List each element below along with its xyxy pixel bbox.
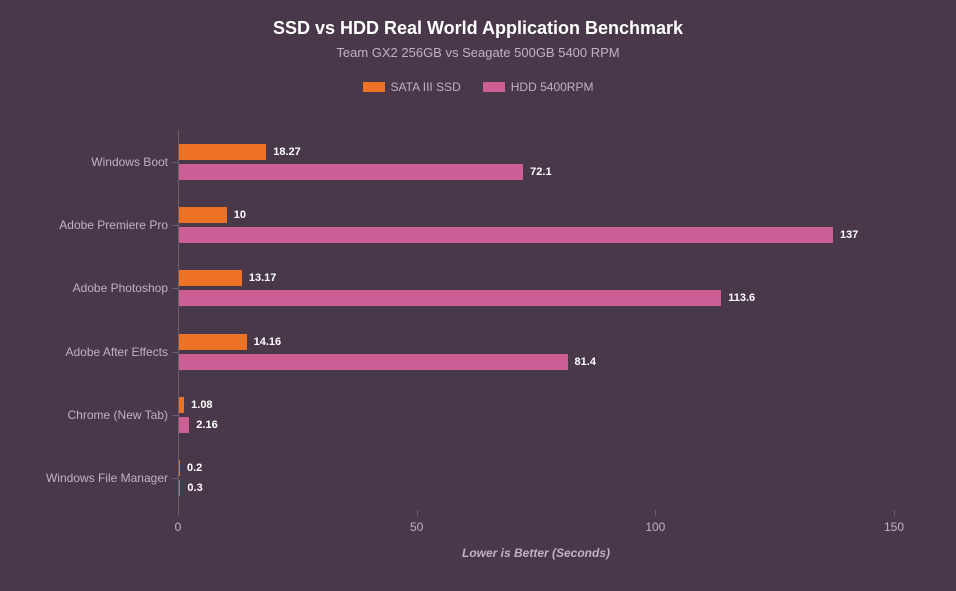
y-tick <box>172 415 178 416</box>
bar <box>179 334 247 350</box>
bar <box>179 270 242 286</box>
y-tick <box>172 225 178 226</box>
legend: SATA III SSD HDD 5400RPM <box>0 60 956 94</box>
x-tick <box>178 510 179 516</box>
y-axis <box>178 130 179 510</box>
x-tick-label: 0 <box>175 520 182 534</box>
bar-value-label: 0.3 <box>187 482 202 494</box>
bar-value-label: 72.1 <box>530 166 551 178</box>
y-tick <box>172 478 178 479</box>
bar <box>179 164 523 180</box>
legend-label-ssd: SATA III SSD <box>391 80 461 94</box>
bar-value-label: 113.6 <box>728 292 755 304</box>
bar <box>179 460 180 476</box>
bar <box>179 354 568 370</box>
y-tick <box>172 162 178 163</box>
bar-value-label: 2.16 <box>196 419 217 431</box>
category-label: Chrome (New Tab) <box>68 408 168 422</box>
category-label: Windows Boot <box>91 155 168 169</box>
legend-label-hdd: HDD 5400RPM <box>511 80 594 94</box>
y-tick <box>172 288 178 289</box>
legend-swatch-ssd <box>363 82 385 92</box>
bar <box>179 417 189 433</box>
bar <box>179 290 721 306</box>
x-tick-label: 50 <box>410 520 423 534</box>
chart-subtitle: Team GX2 256GB vs Seagate 500GB 5400 RPM <box>0 39 956 60</box>
bar-value-label: 137 <box>840 229 858 241</box>
y-tick <box>172 352 178 353</box>
category-label: Adobe Premiere Pro <box>59 218 168 232</box>
x-tick-label: 100 <box>645 520 665 534</box>
category-label: Adobe After Effects <box>65 345 168 359</box>
x-tick-label: 150 <box>884 520 904 534</box>
x-tick <box>894 510 895 516</box>
bar <box>179 227 833 243</box>
chart-title: SSD vs HDD Real World Application Benchm… <box>0 0 956 39</box>
category-label: Windows File Manager <box>46 471 168 485</box>
bar-value-label: 1.08 <box>191 399 212 411</box>
x-tick <box>417 510 418 516</box>
bar-value-label: 18.27 <box>273 146 301 158</box>
legend-item-ssd: SATA III SSD <box>363 80 461 94</box>
category-label: Adobe Photoshop <box>73 281 168 295</box>
bar-value-label: 0.2 <box>187 462 202 474</box>
x-tick <box>655 510 656 516</box>
bar <box>179 397 184 413</box>
bar-value-label: 14.16 <box>254 336 282 348</box>
legend-item-hdd: HDD 5400RPM <box>483 80 594 94</box>
bar-value-label: 10 <box>234 209 246 221</box>
legend-swatch-hdd <box>483 82 505 92</box>
bar-value-label: 13.17 <box>249 272 277 284</box>
bar-value-label: 81.4 <box>575 356 596 368</box>
bar <box>179 480 180 496</box>
bar <box>179 144 266 160</box>
bar <box>179 207 227 223</box>
x-axis-label: Lower is Better (Seconds) <box>462 546 610 560</box>
plot-area: 050100150Lower is Better (Seconds)Window… <box>178 130 894 510</box>
